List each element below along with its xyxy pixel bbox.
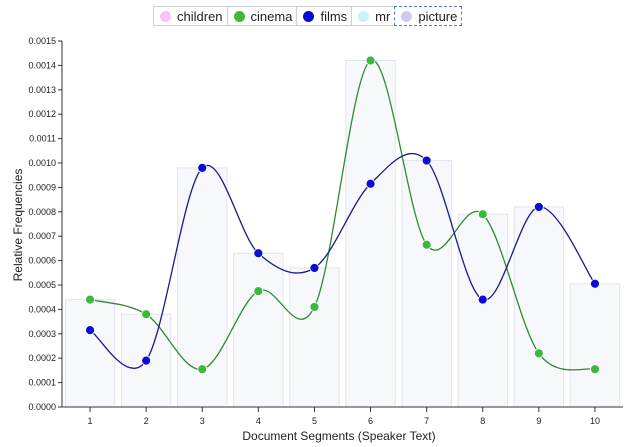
data-point-films[interactable]: [477, 294, 488, 305]
y-tick-label: 0.0013: [28, 85, 56, 95]
legend-item-mr[interactable]: mr: [351, 6, 396, 26]
data-point-cinema[interactable]: [309, 302, 320, 312]
legend-item-children[interactable]: children: [153, 6, 228, 26]
x-tick-label: 6: [368, 416, 373, 426]
y-tick-label: 0.0005: [28, 280, 56, 290]
data-point-films[interactable]: [141, 355, 152, 366]
series-line-films: [89, 153, 596, 369]
segment-bar: [233, 252, 284, 408]
x-tick-label: 1: [88, 416, 93, 426]
y-tick-label: 0.0012: [28, 109, 56, 119]
axes-layer: 0.0000 0.0001 0.0002 0.0003 0.0004 0.0005 0.00…: [28, 36, 623, 426]
y-axis-title: Relative Frequencies: [11, 169, 25, 282]
legend-label: films: [320, 8, 348, 24]
legend: children cinema films mr picture: [153, 6, 463, 26]
data-point-films[interactable]: [85, 325, 95, 336]
data-point-cinema[interactable]: [197, 364, 208, 375]
data-point-cinema[interactable]: [533, 348, 544, 359]
y-tick-label: 0.0004: [28, 304, 56, 314]
x-tick-label: 5: [312, 416, 317, 426]
data-point-films[interactable]: [421, 155, 432, 166]
segment-bar: [289, 267, 340, 408]
y-tick-label: 0.0010: [28, 158, 56, 168]
x-tick-label: 10: [590, 416, 600, 426]
y-tick-label: 0.0006: [28, 256, 56, 266]
data-point-films[interactable]: [309, 263, 320, 273]
y-tick-label: 0.0000: [28, 402, 56, 412]
data-point-cinema[interactable]: [477, 209, 488, 220]
x-tick-label: 9: [536, 416, 541, 426]
legend-item-cinema[interactable]: cinema: [226, 6, 298, 26]
y-tick-label: 0.0014: [28, 60, 56, 70]
x-tick-label: 3: [200, 416, 205, 426]
x-tick-label: 7: [424, 416, 429, 426]
segment-bar: [569, 283, 621, 408]
legend-swatch-picture: [401, 10, 413, 22]
legend-swatch-cinema: [233, 10, 245, 22]
legend-item-picture[interactable]: picture: [394, 6, 463, 26]
data-point-cinema[interactable]: [365, 55, 376, 66]
legend-item-films[interactable]: films: [296, 6, 353, 26]
segment-bar: [401, 160, 452, 408]
data-point-films[interactable]: [533, 202, 544, 212]
legend-label: mr: [375, 8, 391, 24]
y-tick-label: 0.0015: [28, 36, 56, 46]
x-tick-label: 8: [480, 416, 485, 426]
segment-bar: [457, 213, 508, 408]
y-tick-label: 0.0007: [28, 231, 56, 241]
data-point-cinema[interactable]: [421, 239, 432, 250]
x-tick-label: 4: [256, 416, 261, 426]
data-point-cinema[interactable]: [85, 294, 95, 305]
x-axis-title: Document Segments (Speaker Text): [242, 429, 435, 443]
points-layer: [85, 55, 600, 375]
legend-label: picture: [418, 8, 458, 24]
data-point-cinema[interactable]: [253, 286, 264, 297]
legend-swatch-mr: [358, 10, 370, 22]
data-point-cinema[interactable]: [141, 309, 152, 320]
legend-label: children: [177, 8, 223, 24]
y-tick-label: 0.0003: [28, 329, 56, 339]
y-tick-label: 0.0009: [28, 182, 56, 192]
y-tick-label: 0.0011: [29, 134, 56, 144]
data-point-films[interactable]: [365, 178, 376, 189]
y-tick-label: 0.0008: [28, 207, 56, 217]
y-tick-label: 0.0001: [28, 378, 56, 388]
data-point-films[interactable]: [253, 248, 264, 259]
bars-layer: [64, 60, 621, 408]
legend-label: cinema: [250, 8, 293, 24]
x-tick-label: 2: [144, 416, 149, 426]
segment-bar: [513, 206, 565, 408]
legend-swatch-children: [160, 10, 171, 22]
data-point-films[interactable]: [590, 278, 600, 289]
legend-swatch-films: [303, 10, 315, 22]
y-tick-label: 0.0002: [28, 353, 56, 363]
data-point-films[interactable]: [197, 162, 208, 173]
segment-bar: [64, 299, 116, 408]
data-point-cinema[interactable]: [590, 364, 600, 375]
